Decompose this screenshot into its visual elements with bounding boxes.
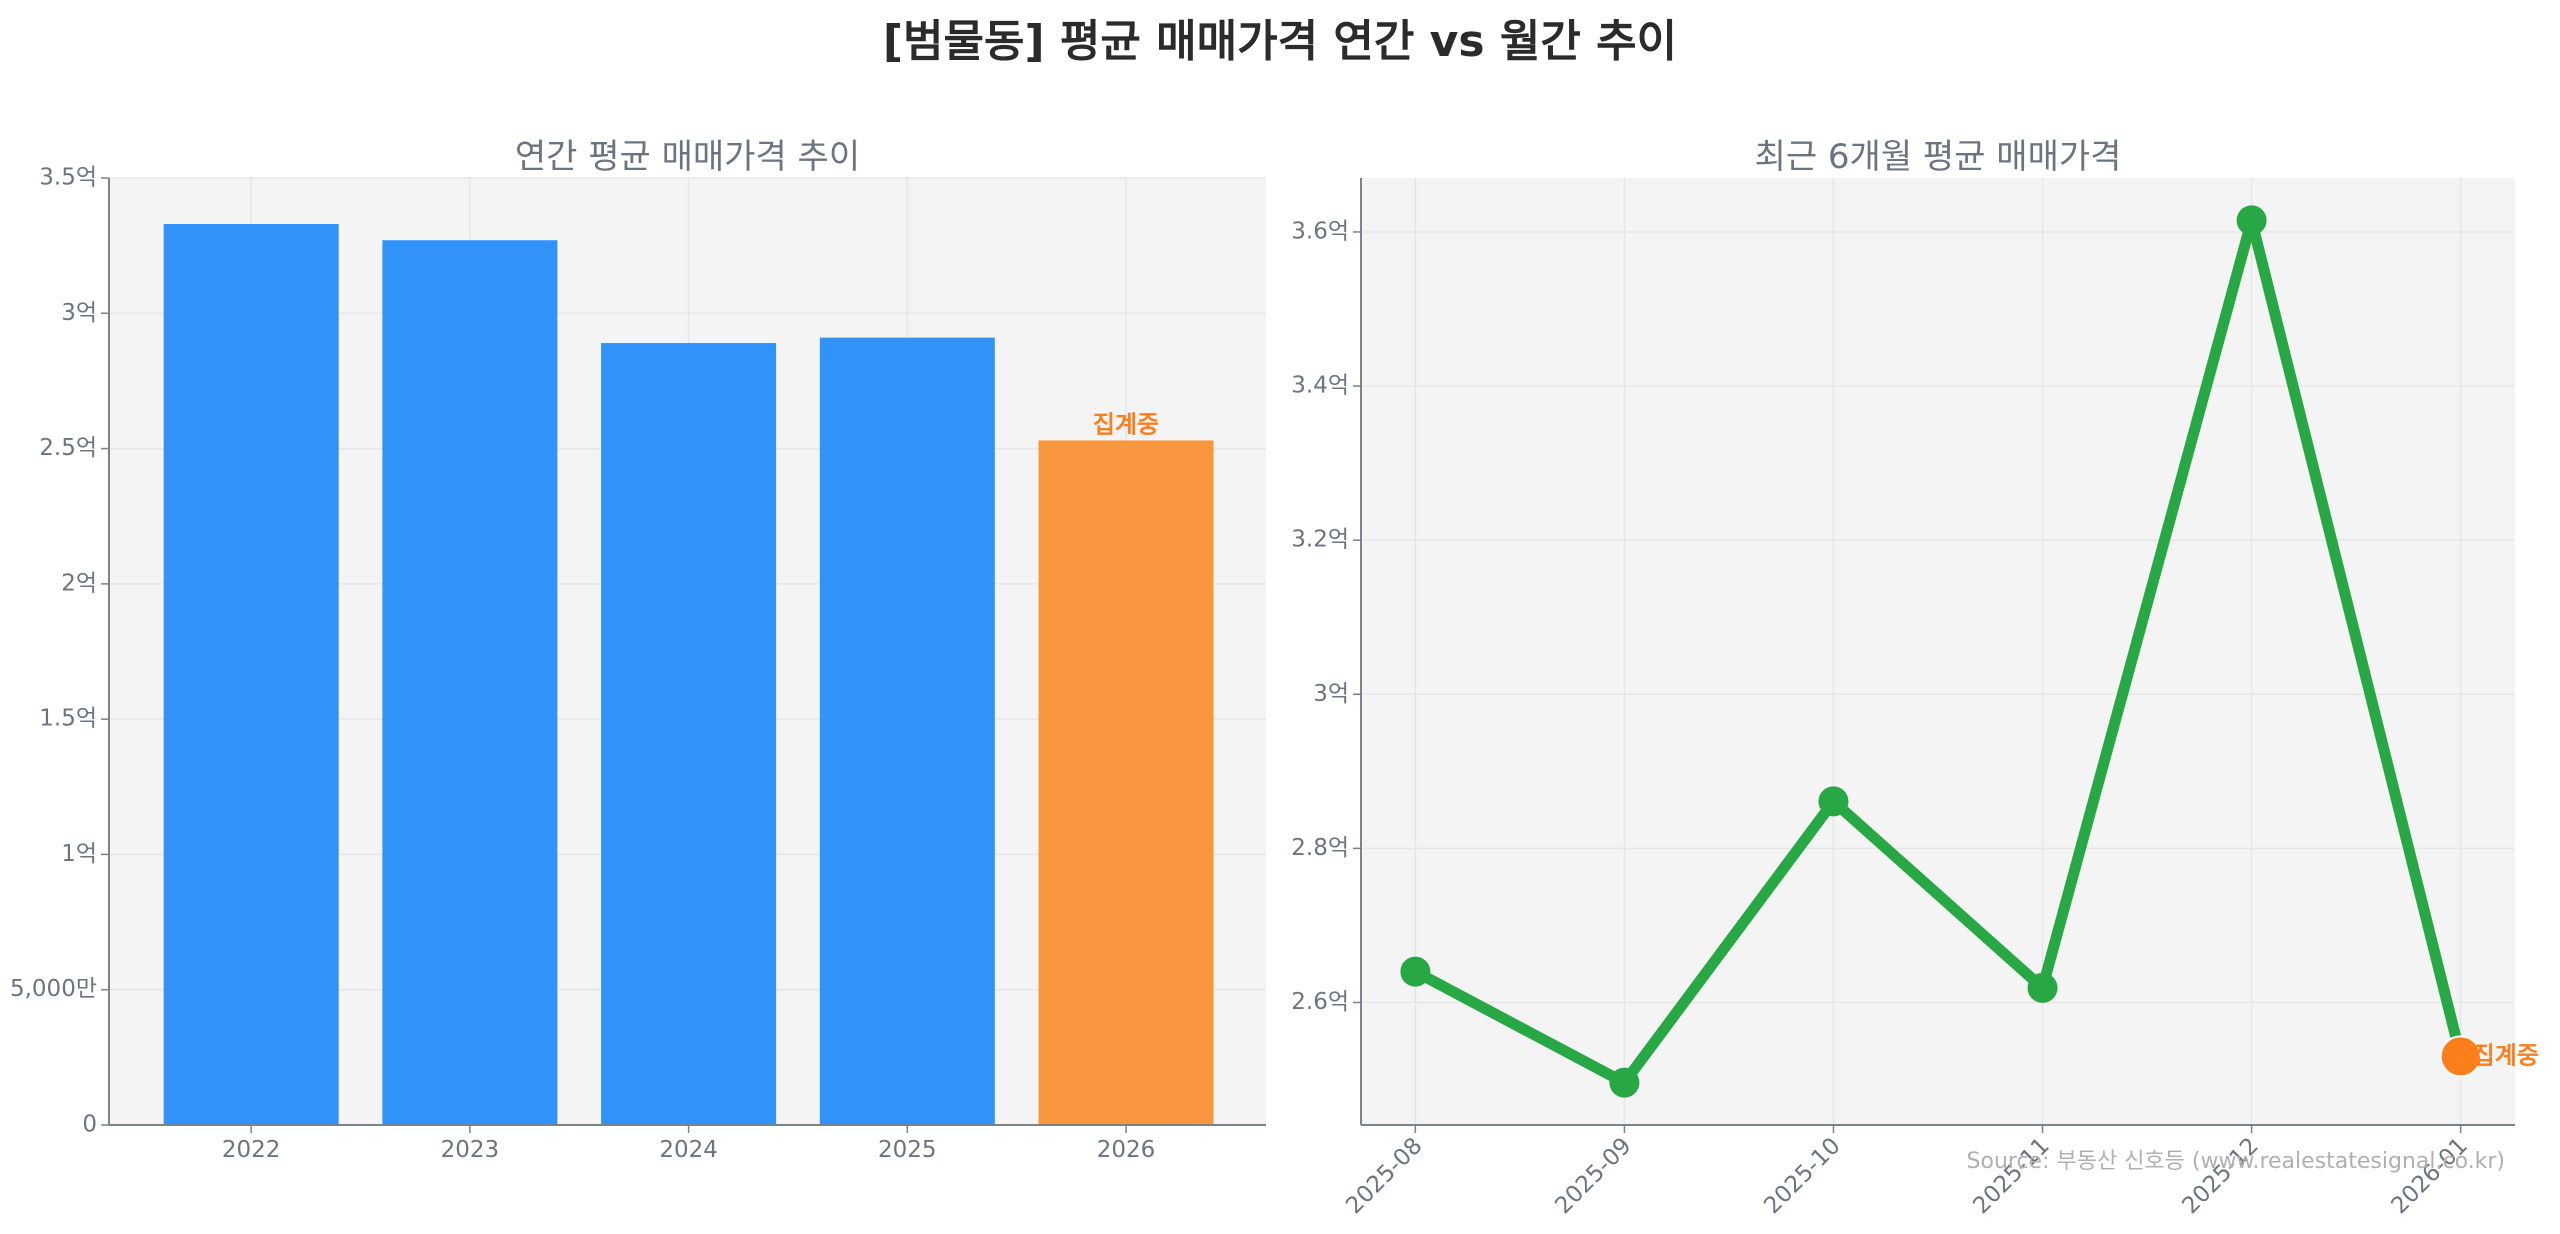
- bar-2023: [382, 240, 558, 1125]
- subplot-title: 연간 평균 매매가격 추이: [515, 137, 860, 177]
- data-point-2025-11: [2027, 972, 2058, 1003]
- y-tick-label: 3.4억: [1291, 373, 1349, 399]
- x-tick-label: 2025-09: [1550, 1133, 1636, 1219]
- x-tick-label: 2026-01: [2387, 1133, 2473, 1219]
- bar-2026: [1038, 440, 1214, 1125]
- series-line: [1412, 214, 2466, 1089]
- y-tick-label: 3억: [1313, 681, 1349, 707]
- y-tick-label: 3.6억: [1291, 218, 1349, 244]
- source-note: Source: 부동산 신호등 (www.realestatesignal.co…: [1967, 1149, 2505, 1174]
- subplot-title: 최근 6개월 평균 매매가격: [1755, 137, 2122, 177]
- data-point-2025-08: [1400, 956, 1431, 987]
- x-tick-label: 2025-12: [2177, 1133, 2263, 1219]
- y-tick-label: 1.5억: [39, 706, 97, 732]
- x-tick-label: 2022: [222, 1137, 281, 1163]
- x-tick-label: 2025-08: [1341, 1133, 1427, 1219]
- bar-2024: [601, 343, 777, 1125]
- monthly-line-chart: 2.6억 2.8억 3억 3.2억 3.4억 3.6억 2025-08 2025-09 2025…: [1291, 137, 2539, 1219]
- y-tick-label: 3억: [61, 300, 97, 326]
- figure-title: [범물동] 평균 매매가격 연간 vs 월간 추이: [883, 16, 1677, 67]
- highlight-point-2026-01: [2439, 1035, 2482, 1078]
- y-tick-label: 2.6억: [1291, 989, 1349, 1015]
- x-tick-label: 2026: [1097, 1137, 1156, 1163]
- data-point-2025-09: [1609, 1067, 1640, 1098]
- bar-2022: [163, 223, 339, 1126]
- bar-2025: [819, 337, 995, 1125]
- x-tick-label: 2025-11: [1968, 1133, 2054, 1219]
- y-tick-label: 2.5억: [39, 435, 97, 461]
- data-point-2025-12: [2236, 205, 2267, 236]
- x-tick-label: 2025: [878, 1137, 937, 1163]
- annual-bar-chart: 0 5,000만 1억 1.5억 2억 2.5억 3억 3.5억 2022 2023 2024 202…: [10, 137, 1266, 1163]
- y-tick-label: 0: [82, 1112, 97, 1138]
- x-tick-label: 2024: [659, 1137, 718, 1163]
- x-tick-label: 2025-10: [1759, 1133, 1845, 1219]
- y-tick-label: 1억: [61, 841, 97, 867]
- y-tick-label: 3.2억: [1291, 527, 1349, 553]
- data-point-2025-10: [1818, 786, 1849, 817]
- y-tick-label: 2.8억: [1291, 835, 1349, 861]
- x-tick-label: 2023: [441, 1137, 500, 1163]
- y-tick-label: 3.5억: [39, 165, 97, 191]
- bar-annotation: 집계중: [1093, 410, 1159, 438]
- y-tick-label: 2억: [61, 570, 97, 596]
- point-annotation: 집계중: [2473, 1041, 2539, 1069]
- y-tick-label: 5,000만: [10, 976, 97, 1002]
- plot-area: [1361, 178, 2515, 1125]
